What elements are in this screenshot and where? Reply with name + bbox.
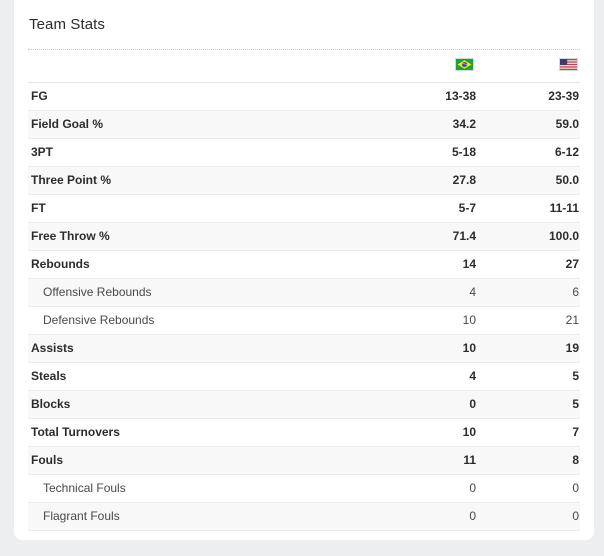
stat-row-field-goal-pct: Field Goal % 34.2 59.0	[28, 111, 580, 139]
team2-value: 19	[565, 341, 579, 355]
stat-row-ft: FT 5-7 11-11	[28, 195, 580, 223]
team2-value: 5	[572, 369, 579, 383]
stat-label: Defensive Rebounds	[43, 313, 155, 327]
team1-value: 11	[463, 453, 476, 467]
team2-value: 6	[572, 285, 579, 299]
stat-row-3pt: 3PT 5-18 6-12	[28, 139, 580, 167]
stat-row-flagrant-fouls: Flagrant Fouls 0 0	[28, 503, 580, 531]
stat-row-steals: Steals 4 5	[28, 363, 580, 391]
stat-row-offensive-rebounds: Offensive Rebounds 4 6	[28, 279, 580, 307]
team-stats-card: Team Stats	[14, 0, 594, 540]
stat-label: Technical Fouls	[43, 481, 126, 495]
stat-label: Steals	[31, 369, 67, 383]
stat-label: Three Point %	[31, 173, 112, 187]
stat-label: Fouls	[31, 453, 63, 467]
stat-label: FG	[31, 89, 48, 103]
team1-value: 4	[469, 285, 476, 299]
team1-value: 0	[469, 509, 476, 523]
team2-value: 21	[565, 313, 579, 327]
team1-value: 0	[469, 397, 476, 411]
team2-value: 8	[572, 453, 579, 467]
team2-value: 0	[572, 481, 579, 495]
stat-row-rebounds: Rebounds 14 27	[28, 251, 580, 279]
team1-value: 5-7	[458, 201, 476, 215]
title-divider	[28, 49, 580, 50]
stat-label: Offensive Rebounds	[43, 285, 152, 299]
stat-row-free-throw-pct: Free Throw % 71.4 100.0	[28, 223, 580, 251]
team2-value: 0	[572, 509, 579, 523]
team1-value: 10	[462, 425, 476, 439]
team2-value: 27	[565, 257, 579, 271]
stat-row-total-turnovers: Total Turnovers 10 7	[28, 419, 580, 447]
stat-row-assists: Assists 10 19	[28, 335, 580, 363]
card-title: Team Stats	[29, 16, 106, 33]
team1-value: 34.2	[452, 117, 476, 131]
team2-value: 5	[572, 397, 579, 411]
stat-label: Field Goal %	[31, 117, 104, 131]
team1-value: 10	[462, 313, 476, 327]
stat-label: Total Turnovers	[31, 425, 120, 439]
team1-value: 27.8	[452, 173, 476, 187]
stat-row-fouls: Fouls 11 8	[28, 447, 580, 475]
stat-row-fg: FG 13-38 23-39	[28, 83, 580, 111]
stat-label: Flagrant Fouls	[43, 509, 120, 523]
brazil-flag-icon	[455, 58, 474, 71]
team1-value: 13-38	[445, 89, 476, 103]
team2-value: 50.0	[555, 173, 579, 187]
stat-label: Rebounds	[31, 257, 90, 271]
team1-value: 14	[462, 257, 476, 271]
team1-value: 0	[469, 481, 476, 495]
stat-label: 3PT	[31, 145, 54, 159]
team-flag-header	[28, 50, 580, 83]
stat-row-blocks: Blocks 0 5	[28, 391, 580, 419]
team1-value: 5-18	[451, 145, 476, 159]
team2-value: 23-39	[548, 89, 579, 103]
team2-value: 100.0	[548, 229, 579, 243]
stat-row-technical-fouls: Technical Fouls 0 0	[28, 475, 580, 503]
stat-label: Free Throw %	[31, 229, 110, 243]
team1-value: 10	[462, 341, 476, 355]
team1-value: 71.4	[452, 229, 476, 243]
team1-value: 4	[469, 369, 476, 383]
team2-value: 59.0	[555, 117, 579, 131]
team-stats-table: FG 13-38 23-39 Field Goal % 34.2 59.0 3P…	[28, 83, 580, 531]
team2-value: 11-11	[549, 201, 579, 215]
stat-label: Assists	[31, 341, 74, 355]
stat-label: Blocks	[31, 397, 71, 411]
stat-label: FT	[31, 201, 46, 215]
stat-row-defensive-rebounds: Defensive Rebounds 10 21	[28, 307, 580, 335]
stat-row-three-point-pct: Three Point % 27.8 50.0	[28, 167, 580, 195]
team2-value: 7	[572, 425, 579, 439]
usa-flag-icon	[559, 58, 578, 71]
team2-value: 6-12	[554, 145, 579, 159]
